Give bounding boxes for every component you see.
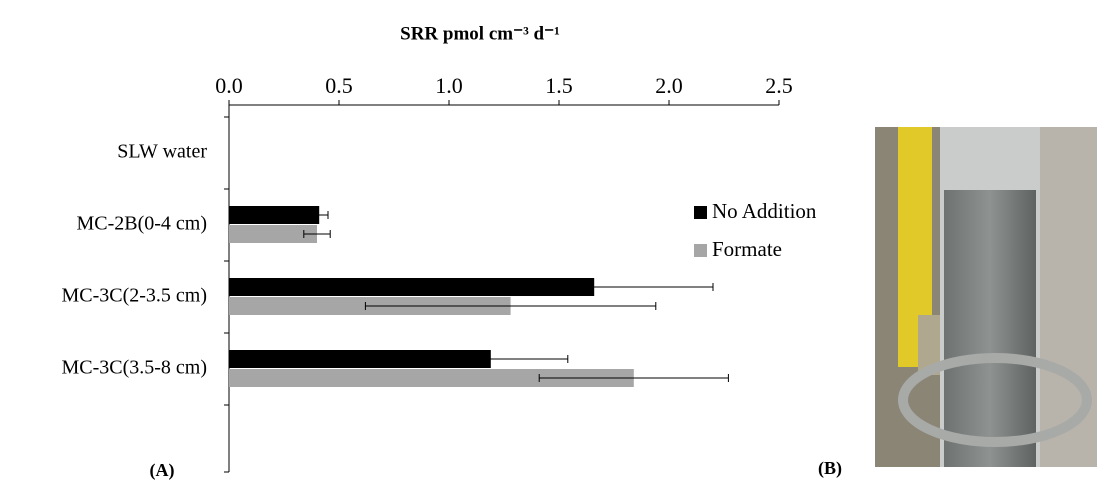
y-tick-label: MC-3C(3.5-8 cm) <box>61 357 207 379</box>
error-bar <box>474 283 714 291</box>
x-tick-label: 1.5 <box>545 73 573 98</box>
bar <box>229 278 595 296</box>
photo <box>875 127 1097 467</box>
legend-label: Formate <box>712 237 782 261</box>
x-tick-label: 0.0 <box>215 73 243 98</box>
x-tick-label: 1.0 <box>435 73 463 98</box>
error-bar <box>413 355 569 363</box>
x-tick-label: 0.5 <box>325 73 353 98</box>
clip <box>918 315 940 375</box>
error-bar <box>309 211 329 219</box>
x-tick-label: 2.0 <box>655 73 683 98</box>
bar <box>229 225 317 243</box>
error-bar <box>303 230 331 238</box>
panel-label: (A) <box>150 460 175 481</box>
y-tick-label: MC-2B(0-4 cm) <box>76 213 207 235</box>
sediment <box>944 190 1036 467</box>
legend-swatch <box>694 206 707 219</box>
panel-label: (B) <box>818 458 842 479</box>
coil <box>898 353 1092 447</box>
bar <box>229 369 634 387</box>
bar <box>229 350 491 368</box>
error-bar <box>364 302 657 310</box>
axis-title: SRR pmol cm⁻³ d⁻¹ <box>400 23 560 44</box>
legend-swatch <box>694 244 707 257</box>
bar <box>229 206 320 224</box>
error-bar <box>538 374 729 382</box>
legend-label: No Addition <box>712 199 817 223</box>
y-tick-label: SLW water <box>117 141 207 163</box>
y-tick-label: MC-3C(2-3.5 cm) <box>61 285 207 307</box>
x-tick-label: 2.5 <box>765 73 793 98</box>
